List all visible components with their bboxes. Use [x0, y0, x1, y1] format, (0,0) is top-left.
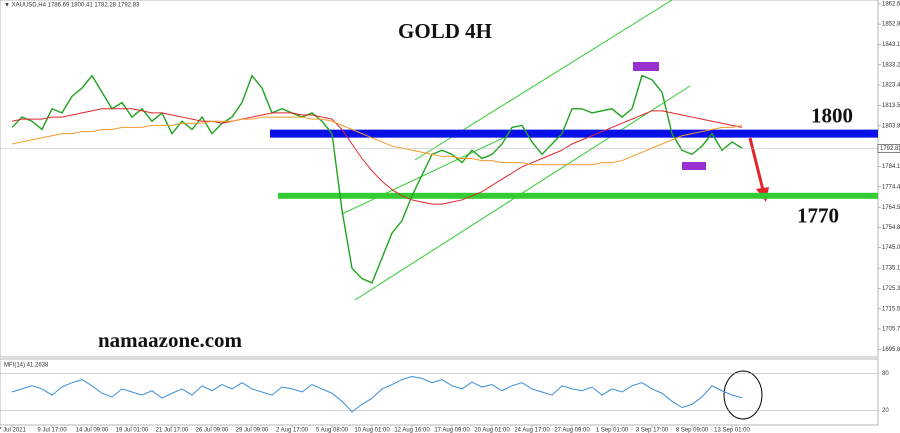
- arrow: [748, 137, 765, 191]
- x-tick-label: 21 Jul 17:00: [156, 428, 189, 433]
- x-tick-label: 2 Aug 17:00: [276, 428, 309, 433]
- x-tick-label: 7 Jul 2021: [0, 428, 27, 433]
- chart-title: GOLD 4H: [398, 19, 492, 43]
- x-tick-label: 13 Sep 01:00: [714, 428, 750, 433]
- x-tick-label: 19 Jul 01:00: [116, 428, 149, 433]
- series-line: [11, 74, 743, 284]
- y-tick-label: 1725.35: [882, 286, 900, 292]
- x-tick-label: 9 Jul 17:00: [37, 428, 67, 433]
- highlight-box: [682, 162, 706, 170]
- level-band: [278, 192, 878, 199]
- y-tick-label: 1813.55: [882, 103, 900, 109]
- y-tick-label: 1735.10: [882, 266, 900, 272]
- x-tick-label: 10 Aug 01:00: [354, 428, 390, 433]
- y-tick-label: 1695.85: [882, 347, 900, 353]
- y-tick-label: 1745.00: [882, 245, 900, 251]
- y-tick-label: 1843.10: [882, 42, 900, 48]
- indicator-tick-label: 20: [882, 408, 889, 414]
- channel-line: [341, 129, 521, 215]
- y-tick-label: 1784.15: [882, 164, 900, 170]
- x-tick-label: 27 Aug 09:00: [554, 428, 590, 433]
- y-tick-label: 1823.45: [882, 83, 900, 89]
- x-tick-label: 3 Sep 17:00: [636, 428, 669, 433]
- x-tick-label: 8 Sep 09:00: [676, 428, 709, 433]
- price-panel: [0, 0, 879, 358]
- circle-annotation: [723, 370, 763, 420]
- price-label: 1792.83: [880, 146, 900, 152]
- y-tick-label: 1862.60: [882, 2, 900, 8]
- indicator-tick-label: 80: [882, 371, 889, 377]
- y-tick-label: 1803.80: [882, 123, 900, 129]
- price-tag: [877, 144, 900, 153]
- x-tick-label: 26 Jul 09:00: [196, 428, 229, 433]
- x-tick-label: 29 Jul 09:00: [236, 428, 269, 433]
- y-tick-label: 1774.40: [882, 184, 900, 190]
- y-tick-label: 1833.20: [882, 62, 900, 68]
- x-tick-label: 24 Aug 17:00: [514, 428, 550, 433]
- y-tick-label: 1705.75: [882, 327, 900, 333]
- x-tick-label: 14 Jul 09:00: [76, 428, 109, 433]
- x-tick-label: 20 Aug 01:00: [474, 428, 510, 433]
- y-tick-label: 1764.50: [882, 205, 900, 211]
- series-line: [11, 116, 743, 166]
- y-tick-label: 1754.80: [882, 225, 900, 231]
- x-tick-label: 1 Sep 01:00: [596, 428, 629, 433]
- y-tick-label: 1715.50: [882, 306, 900, 312]
- series-line: [11, 108, 743, 205]
- x-tick-label: 17 Aug 09:00: [434, 428, 470, 433]
- level-label: 1770: [797, 204, 839, 228]
- level-label: 1800: [811, 103, 853, 127]
- highlight-box: [633, 62, 659, 71]
- header: ▼ XAUUSD,H4 1786.69 1800.41 1782.28 1792…: [4, 3, 140, 9]
- level-band: [270, 129, 878, 138]
- indicator-line: [11, 375, 743, 413]
- y-tick-label: 1852.85: [882, 22, 900, 28]
- indicator-name: MFI(14) 41.2638: [4, 363, 49, 369]
- x-tick-label: 12 Aug 16:00: [394, 428, 430, 433]
- watermark: namaazone.com: [98, 328, 243, 352]
- x-tick-label: 5 Aug 08:00: [316, 428, 349, 433]
